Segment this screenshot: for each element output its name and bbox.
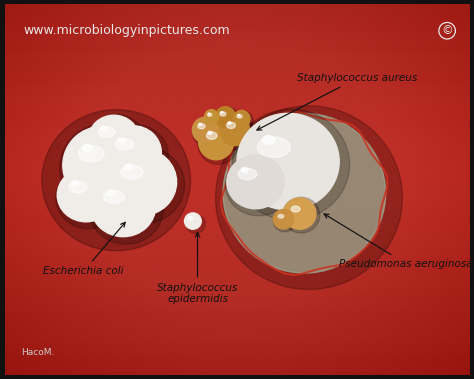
Ellipse shape [188,217,193,220]
Ellipse shape [189,217,191,218]
Ellipse shape [220,112,226,116]
Ellipse shape [228,122,231,124]
Ellipse shape [104,147,185,224]
Ellipse shape [241,168,248,172]
Ellipse shape [262,136,275,144]
Ellipse shape [88,115,139,163]
Text: Staphylococcus
epidermidis: Staphylococcus epidermidis [157,233,238,304]
Ellipse shape [233,110,250,127]
Ellipse shape [107,190,115,195]
Ellipse shape [69,182,87,193]
Ellipse shape [102,125,168,186]
Ellipse shape [257,137,291,157]
Ellipse shape [208,132,212,134]
Ellipse shape [91,176,155,236]
Ellipse shape [220,114,249,146]
Ellipse shape [205,110,221,127]
Text: Pseudomonas aeruginosa: Pseudomonas aeruginosa [324,214,473,269]
Ellipse shape [89,174,164,244]
Ellipse shape [104,125,161,179]
Ellipse shape [118,138,125,143]
Ellipse shape [237,115,242,118]
Ellipse shape [107,149,177,216]
Ellipse shape [283,197,320,233]
Ellipse shape [219,114,254,150]
Ellipse shape [78,146,104,162]
Ellipse shape [227,155,284,209]
Ellipse shape [82,144,92,151]
Ellipse shape [238,168,257,180]
Text: www.microbiologyinpictures.com: www.microbiologyinpictures.com [23,24,230,37]
Ellipse shape [103,191,125,204]
Ellipse shape [192,117,220,146]
Text: ©: © [441,24,453,37]
Ellipse shape [278,215,284,218]
Ellipse shape [206,132,217,139]
Ellipse shape [238,114,240,116]
Ellipse shape [99,127,115,137]
Ellipse shape [57,168,115,222]
Ellipse shape [192,117,217,143]
Ellipse shape [223,113,386,273]
Ellipse shape [234,111,253,131]
Ellipse shape [72,181,79,185]
Ellipse shape [215,106,236,127]
Ellipse shape [63,126,142,204]
Ellipse shape [227,122,236,128]
Ellipse shape [115,139,134,150]
Ellipse shape [87,114,146,170]
Ellipse shape [198,124,205,129]
Ellipse shape [184,213,201,229]
Ellipse shape [121,165,143,179]
Text: HacoM.: HacoM. [21,348,55,357]
Ellipse shape [60,124,150,213]
Ellipse shape [216,107,239,131]
Ellipse shape [198,122,238,164]
Ellipse shape [208,113,212,116]
Ellipse shape [199,123,234,160]
Ellipse shape [186,215,205,233]
Ellipse shape [42,110,191,251]
Ellipse shape [216,106,402,290]
Ellipse shape [237,113,339,210]
Ellipse shape [273,210,294,229]
Ellipse shape [56,167,122,229]
Ellipse shape [124,164,133,170]
Text: Escherichia coli: Escherichia coli [44,222,125,276]
Ellipse shape [232,109,350,220]
Ellipse shape [273,210,297,232]
Ellipse shape [221,111,223,113]
Ellipse shape [208,113,210,114]
Ellipse shape [204,110,219,125]
Ellipse shape [291,206,300,212]
Ellipse shape [101,126,108,131]
Ellipse shape [225,154,292,216]
Ellipse shape [283,198,316,229]
Ellipse shape [199,124,201,125]
Text: Staphylococcus aureus: Staphylococcus aureus [257,73,418,130]
